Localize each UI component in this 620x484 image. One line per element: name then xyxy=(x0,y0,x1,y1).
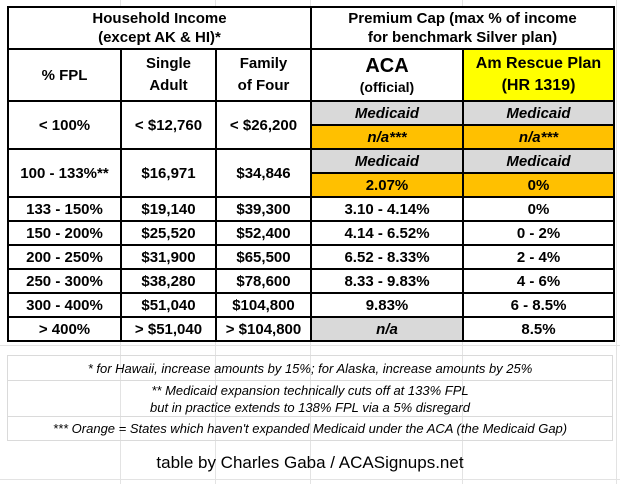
aca-official-label: (official) xyxy=(359,79,415,95)
single-income-cell: $38,280 xyxy=(120,268,217,294)
attribution-text: table by Charles Gaba / ACASignups.net xyxy=(156,452,464,472)
aca-cap-cell: 6.52 - 8.33% xyxy=(310,244,464,270)
family-income-cell: $65,500 xyxy=(215,244,312,270)
single-income-cell: $31,900 xyxy=(120,244,217,270)
single-adult-column-header: Single Adult xyxy=(120,48,217,102)
arp-cap-cell: 2 - 4% xyxy=(462,244,615,270)
table-row: 150 - 200% $25,520 $52,400 4.14 - 6.52% … xyxy=(7,220,615,246)
family-income-cell: $39,300 xyxy=(215,196,312,222)
arp-cap-cell: 0 - 2% xyxy=(462,220,615,246)
arp-label-line2: (HR 1319) xyxy=(501,77,576,94)
family-of-four-column-header: Family of Four xyxy=(215,48,312,102)
family-income-cell: $34,846 xyxy=(215,148,312,198)
aca-cap-cell-gap: 2.07% xyxy=(310,172,464,198)
family-income-cell: $104,800 xyxy=(215,292,312,318)
family-income-cell: $52,400 xyxy=(215,220,312,246)
premium-cap-title-line1: Premium Cap (max % of income xyxy=(348,10,577,27)
footnote-hawaii-alaska-text: * for Hawaii, increase amounts by 15%; f… xyxy=(87,360,533,376)
column-header-row: % FPL Single Adult Family of Four ACA (o… xyxy=(7,48,615,102)
table-row: 250 - 300% $38,280 $78,600 8.33 - 9.83% … xyxy=(7,268,615,294)
arp-label-line1: Am Rescue Plan xyxy=(475,55,602,72)
single-income-cell: $19,140 xyxy=(120,196,217,222)
fpl-cell: 200 - 250% xyxy=(7,244,122,270)
table-subrow: n/a*** n/a*** xyxy=(8,124,615,150)
aca-cap-cell: 9.83% xyxy=(310,292,464,318)
arp-cap-cell: 6 - 8.5% xyxy=(462,292,615,318)
family-of-four-label-line1: Family xyxy=(239,55,288,72)
fpl-cell: 100 - 133%** xyxy=(7,148,122,198)
aca-cap-cell: 8.33 - 9.83% xyxy=(310,268,464,294)
arp-cap-cell: 0% xyxy=(462,196,615,222)
household-income-header: Household Income (except AK & HI)* xyxy=(7,6,312,50)
income-premium-table: Household Income (except AK & HI)* Premi… xyxy=(7,6,615,342)
table-row: 133 - 150% $19,140 $39,300 3.10 - 4.14% … xyxy=(7,196,615,222)
aca-label: ACA xyxy=(365,55,409,77)
aca-cap-cell-na: n/a xyxy=(310,316,464,342)
single-income-cell: $16,971 xyxy=(120,148,217,198)
spreadsheet-gridline xyxy=(616,0,617,484)
spreadsheet-gridline xyxy=(0,479,620,480)
premium-cap-header: Premium Cap (max % of income for benchma… xyxy=(310,6,615,50)
family-income-cell: < $26,200 xyxy=(215,100,312,150)
single-income-cell: $51,040 xyxy=(120,292,217,318)
fpl-cell: > 400% xyxy=(7,316,122,342)
fpl-cell: 150 - 200% xyxy=(7,220,122,246)
fpl-column-header: % FPL xyxy=(7,48,122,102)
arp-cap-cell-medicaid: Medicaid xyxy=(462,100,615,126)
single-adult-label-line1: Single xyxy=(145,55,191,72)
premium-cap-title-line2: for benchmark Silver plan) xyxy=(367,29,558,46)
aca-cap-cell-medicaid: Medicaid xyxy=(310,100,464,126)
arp-cap-cell-medicaid: Medicaid xyxy=(462,148,615,174)
footnote-medicaid-gap: *** Orange = States which haven't expand… xyxy=(7,416,613,441)
fpl-cell: 250 - 300% xyxy=(7,268,122,294)
footnote-medicaid-expansion-line2: but in practice extends to 138% FPL via … xyxy=(150,399,470,415)
table-row: > 400% > $51,040 > $104,800 n/a 8.5% xyxy=(7,316,615,342)
arp-column-header: Am Rescue Plan (HR 1319) xyxy=(462,48,615,102)
fpl-cell: 300 - 400% xyxy=(7,292,122,318)
footnote-medicaid-expansion: ** Medicaid expansion technically cuts o… xyxy=(7,380,613,417)
footnote-medicaid-expansion-line1: ** Medicaid expansion technically cuts o… xyxy=(151,382,469,398)
arp-cap-cell-gap: 0% xyxy=(462,172,615,198)
table-row: 100 - 133%** $16,971 $34,846 Medicaid Me… xyxy=(7,148,615,198)
aca-cap-cell-medicaid: Medicaid xyxy=(310,148,464,174)
table-row: 300 - 400% $51,040 $104,800 9.83% 6 - 8.… xyxy=(7,292,615,318)
family-income-cell: > $104,800 xyxy=(215,316,312,342)
family-income-cell: $78,600 xyxy=(215,268,312,294)
fpl-cell: < 100% xyxy=(7,100,122,150)
arp-cap-cell: 4 - 6% xyxy=(462,268,615,294)
arp-cap-cell-gap: n/a*** xyxy=(462,124,615,150)
footnote-hawaii-alaska: * for Hawaii, increase amounts by 15%; f… xyxy=(7,355,613,381)
aca-cap-cell-gap: n/a*** xyxy=(310,124,464,150)
footnote-medicaid-gap-text: *** Orange = States which haven't expand… xyxy=(52,421,568,436)
table-row: < 100% < $12,760 < $26,200 Medicaid Medi… xyxy=(7,100,615,150)
spreadsheet-gridline xyxy=(0,345,620,346)
single-income-cell: > $51,040 xyxy=(120,316,217,342)
table-row: 200 - 250% $31,900 $65,500 6.52 - 8.33% … xyxy=(7,244,615,270)
table-subrow: 2.07% 0% xyxy=(8,172,615,198)
household-income-title-line1: Household Income xyxy=(92,10,227,27)
aca-column-header: ACA (official) xyxy=(310,48,464,102)
household-income-title-line2: (except AK & HI)* xyxy=(98,29,221,46)
single-adult-label-line2: Adult xyxy=(149,77,188,94)
family-of-four-label-line2: of Four xyxy=(237,77,290,94)
fpl-cell: 133 - 150% xyxy=(7,196,122,222)
group-header-row: Household Income (except AK & HI)* Premi… xyxy=(7,6,615,50)
aca-cap-cell: 4.14 - 6.52% xyxy=(310,220,464,246)
single-income-cell: $25,520 xyxy=(120,220,217,246)
attribution: table by Charles Gaba / ACASignups.net xyxy=(7,447,613,478)
arp-cap-cell: 8.5% xyxy=(462,316,615,342)
aca-cap-cell: 3.10 - 4.14% xyxy=(310,196,464,222)
single-income-cell: < $12,760 xyxy=(120,100,217,150)
